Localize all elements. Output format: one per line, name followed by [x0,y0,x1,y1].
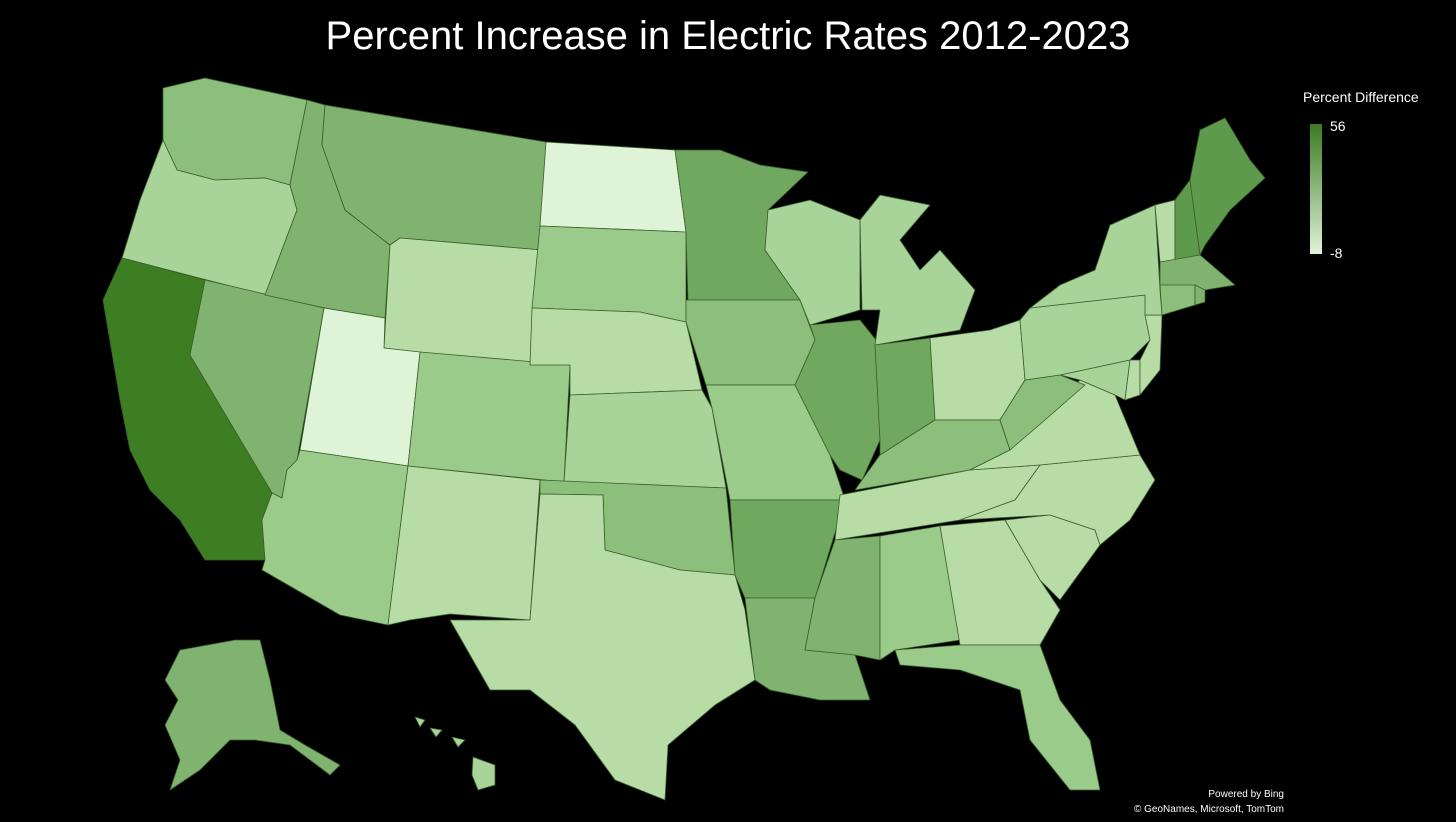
legend-min-label: -8 [1330,245,1343,261]
state-texas[interactable] [449,493,756,801]
legend-max-label: 56 [1330,118,1346,134]
state-south-dakota[interactable] [531,225,687,323]
state-north-carolina[interactable] [959,454,1156,546]
state-north-dakota[interactable] [539,141,687,233]
state-wyoming[interactable] [383,237,543,366]
state-connecticut[interactable] [1159,284,1196,316]
state-iowa[interactable] [685,299,816,386]
state-florida[interactable] [894,644,1101,791]
state-washington[interactable] [162,77,308,186]
state-hawaii[interactable] [414,716,496,791]
state-colorado[interactable] [407,351,571,483]
attribution-credits: © GeoNames, Microsoft, TomTom [1134,804,1284,815]
legend-title: Percent Difference [1303,89,1419,105]
map-attribution: Powered by Bing © GeoNames, Microsoft, T… [1134,787,1284,817]
state-new-mexico[interactable] [387,465,541,626]
state-massachusetts[interactable] [1159,254,1236,291]
state-maine[interactable] [1189,117,1266,256]
state-alaska[interactable] [164,639,341,791]
legend-color-scale [1310,124,1322,254]
state-new-york[interactable] [1029,204,1163,316]
state-michigan[interactable] [859,194,976,346]
state-rhode-island[interactable] [1194,284,1206,306]
attribution-powered-by: Powered by Bing [1208,789,1284,800]
map-title: Percent Increase in Electric Rates 2012-… [325,14,1131,58]
state-wisconsin[interactable] [764,199,861,326]
state-alabama[interactable] [879,525,961,661]
state-kansas[interactable] [563,389,727,489]
state-illinois[interactable] [794,319,881,481]
